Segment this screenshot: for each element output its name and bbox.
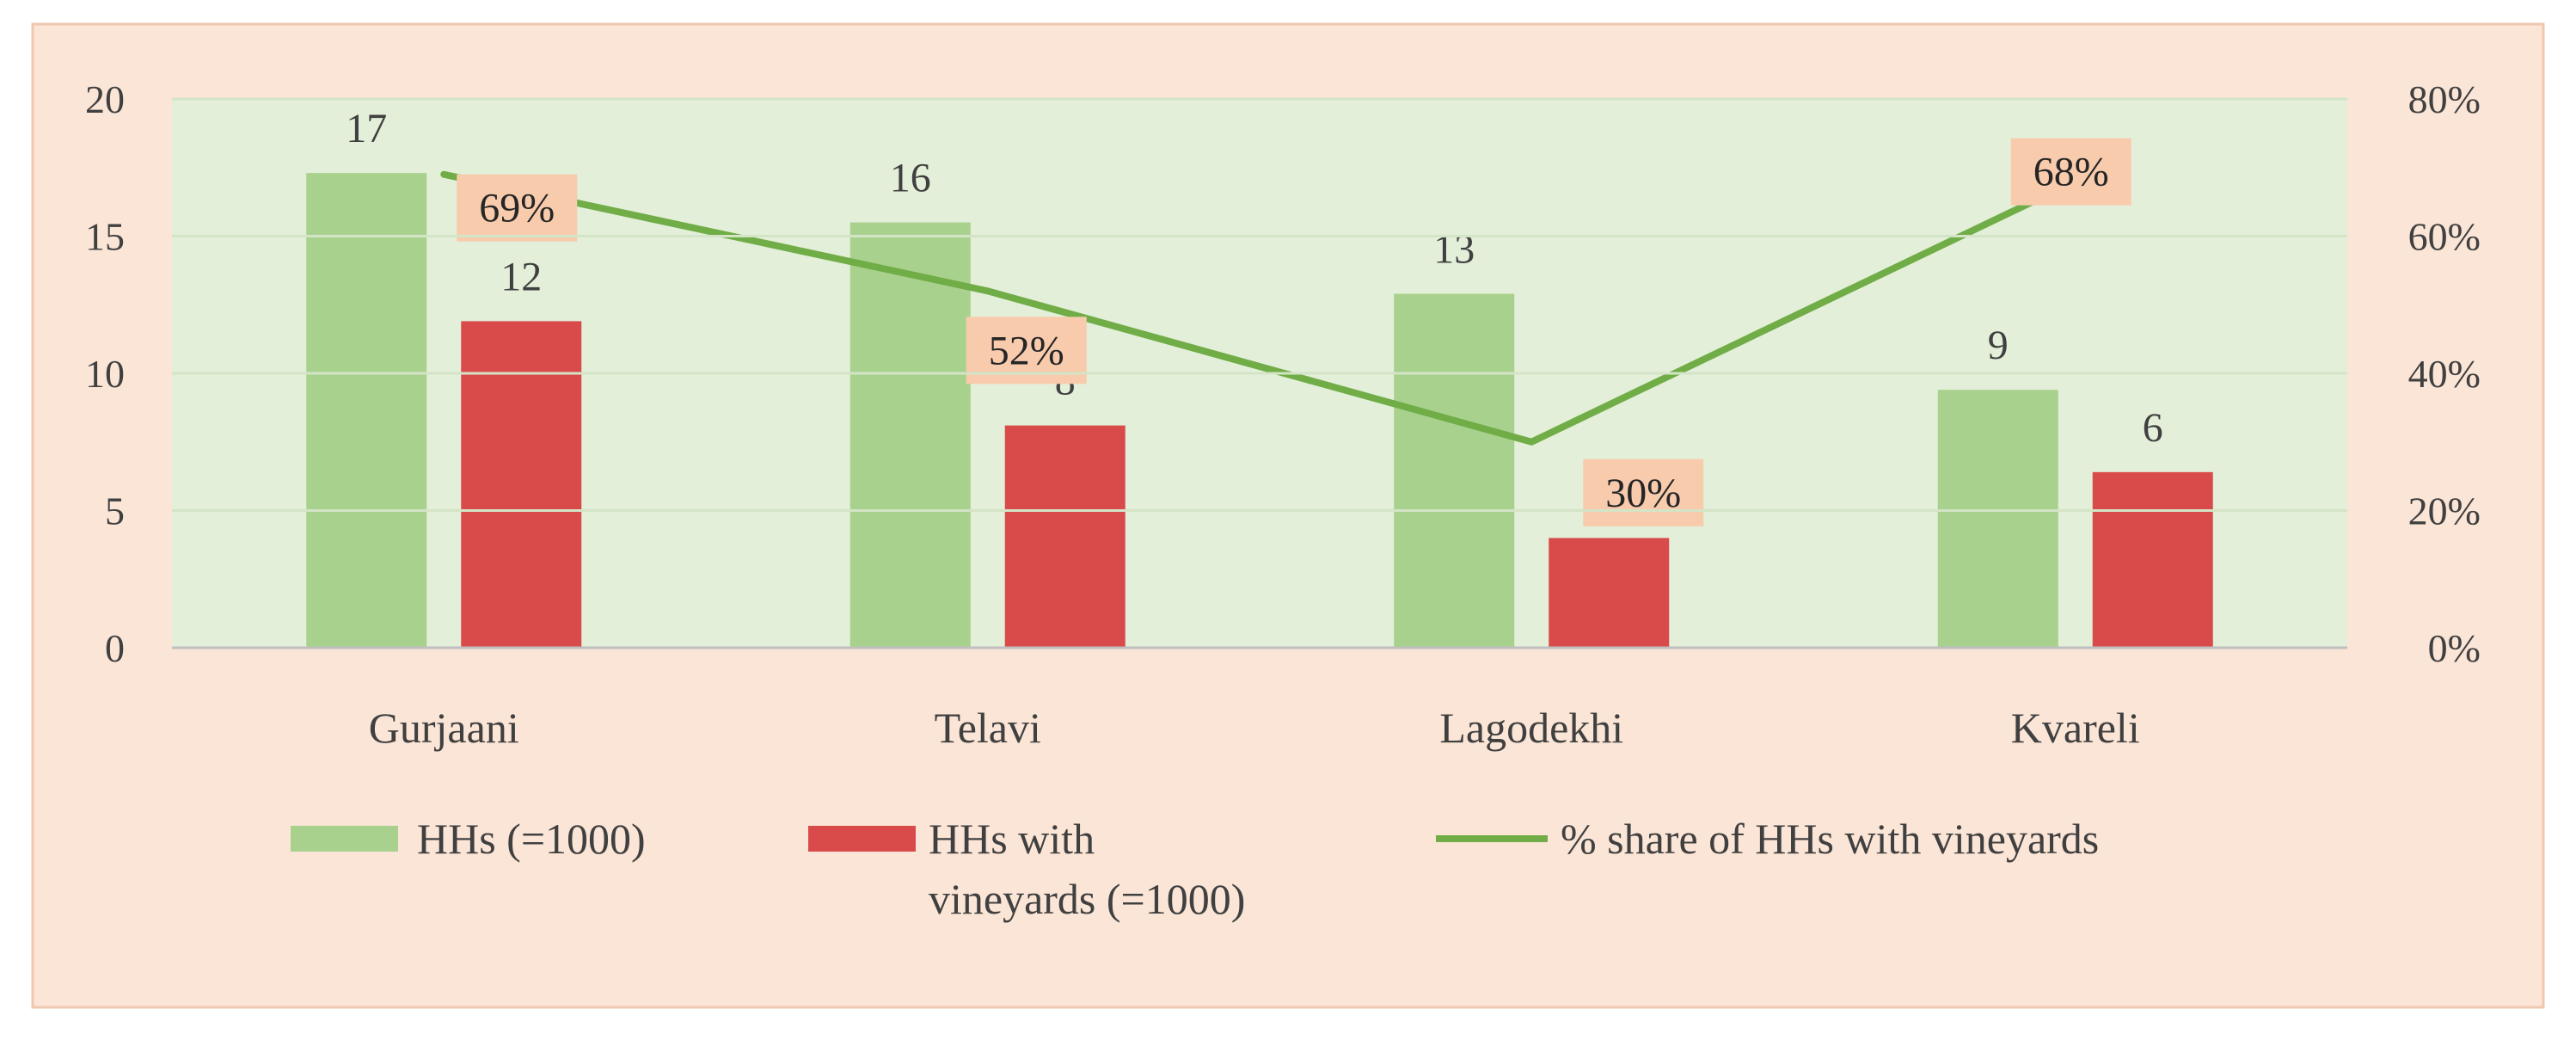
- bar-hhs-vineyards: [1549, 538, 1670, 648]
- data-label-share: 69%: [479, 186, 555, 231]
- data-label-share: 30%: [1605, 471, 1681, 516]
- legend: HHs (=1000) HHs with vineyards (=1000) % sh…: [291, 815, 2099, 923]
- data-label-hhs: 13: [1433, 226, 1475, 272]
- y-right-tick-label: 0%: [2428, 626, 2481, 670]
- bar-hhs: [306, 173, 427, 648]
- y-left-tick-label: 5: [105, 489, 125, 533]
- data-label-share: 52%: [989, 328, 1064, 373]
- x-tick-label: Telavi: [935, 704, 1041, 752]
- bar-hhs: [1937, 390, 2058, 648]
- legend-swatch-hhs: [291, 826, 398, 852]
- bars-layer: [306, 173, 2213, 648]
- y-left-tick-label: 0: [105, 626, 125, 670]
- x-tick-label: Lagodekhi: [1439, 704, 1623, 752]
- bar-hhs: [1394, 293, 1515, 648]
- bar-hhs: [849, 222, 971, 648]
- data-label-hhs: 16: [890, 156, 931, 201]
- data-label-hhs: 17: [346, 106, 387, 151]
- data-label-hhs: 9: [1988, 323, 2009, 368]
- x-tick-label: Kvareli: [2011, 704, 2140, 752]
- line-share-vineyards: [440, 170, 2079, 446]
- legend-swatch-hhs-vineyards: [808, 826, 916, 852]
- y-right-tick-label: 60%: [2408, 215, 2481, 259]
- y-left-tick-label: 20: [85, 77, 125, 121]
- y-right-tick-label: 40%: [2408, 352, 2481, 396]
- data-label-hhs-vineyards: 12: [500, 254, 542, 299]
- legend-label-share: % share of HHs with vineyards: [1561, 815, 2099, 863]
- bar-hhs-vineyards: [1004, 425, 1125, 648]
- x-tick-label: Gurjaani: [369, 704, 519, 752]
- bar-hhs-vineyards: [461, 321, 582, 648]
- data-label-share: 68%: [2033, 150, 2109, 195]
- y-right-tick-label: 20%: [2408, 489, 2481, 533]
- y-left-tick-label: 15: [85, 215, 125, 259]
- y-right-tick-label: 80%: [2408, 77, 2481, 121]
- pct-label-box: [2010, 138, 2131, 206]
- legend-label-hhs: HHs (=1000): [417, 815, 646, 863]
- pct-label-box: [457, 174, 578, 242]
- axes-layer: 0 5 10 15 20 0% 20% 40% 60% 80% Gurjaani Telavi Lago…: [85, 77, 2481, 752]
- bar-hhs-vineyards: [2092, 471, 2213, 648]
- line-layer: [440, 170, 2079, 446]
- y-left-tick-label: 10: [85, 352, 125, 396]
- pct-label-box: [1583, 458, 1704, 526]
- legend-label-hhs-vineyards: HHs with vineyards (=1000): [929, 815, 1245, 923]
- data-label-hhs-vineyards: 6: [2143, 405, 2163, 451]
